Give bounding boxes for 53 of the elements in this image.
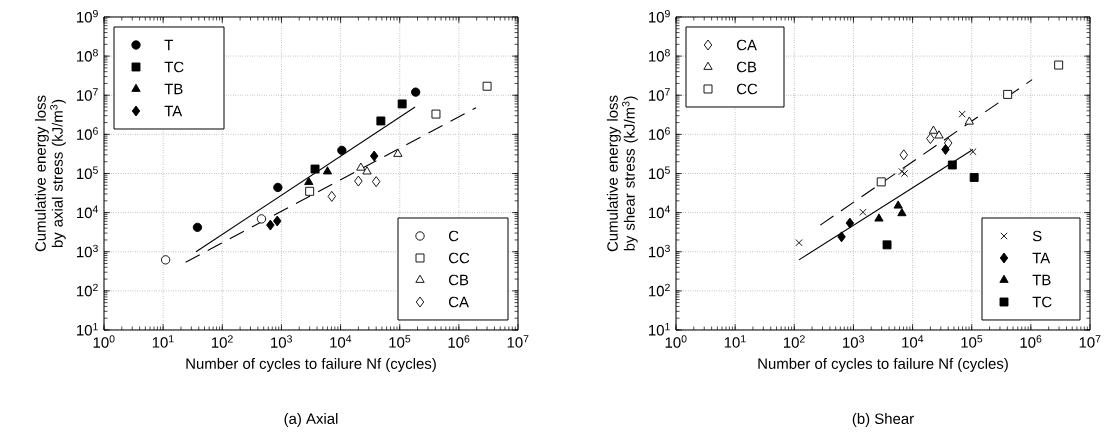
x-tick-label: 10$^{5}$ (389, 335, 411, 348)
legend-label: CC (448, 252, 470, 264)
text: (a) Axial (284, 413, 338, 427)
y-tick-label: 10$^{6}$ (77, 127, 98, 140)
legend-label: TC (164, 61, 184, 73)
y-tick-label: 10$^{3}$ (77, 244, 98, 258)
y-tick-label: 10$^{4}$ (649, 205, 671, 219)
x-tick-label: 10$^{6}$ (1020, 335, 1042, 348)
y-tick-label: 10$^{7}$ (649, 88, 670, 101)
legend-label: CB (448, 274, 469, 286)
y-tick-label: 10$^{8}$ (77, 49, 98, 62)
y-tick-label: 10$^{9}$ (77, 9, 98, 23)
x-axis-title: Number of cycles to failure Nf (cycles) (186, 357, 436, 372)
x-tick-label: 10$^{3}$ (843, 335, 864, 348)
text: (b) Shear (852, 413, 914, 427)
x-tick-label: 10$^{5}$ (961, 335, 983, 348)
x-tick-label: 10$^{3}$ (271, 335, 292, 348)
legend-label: TB (1032, 274, 1051, 286)
y-tick-label: 10$^{2}$ (649, 283, 670, 297)
x-tick-label: 10$^{2}$ (211, 335, 233, 348)
legend-label: TA (1032, 252, 1051, 264)
x-tick-label: 10$^{0}$ (93, 335, 115, 348)
y-tick-label: 10$^{5}$ (77, 166, 98, 180)
y-tick-label: 10$^{7}$ (77, 88, 98, 101)
x-tick-label: 10$^{7}$ (1079, 335, 1101, 348)
legend-label: TA (164, 105, 183, 117)
legend-label: C (448, 230, 459, 242)
legend-label: CB (736, 61, 757, 73)
legend-label: TB (164, 83, 183, 95)
y-tick-label: 10$^{8}$ (649, 49, 670, 62)
y-tick-label: 10$^{2}$ (77, 283, 98, 297)
y-tick-label: 10$^{4}$ (77, 205, 99, 219)
y-tick-label: 10$^{3}$ (649, 244, 670, 258)
y-tick-label: 10$^{1}$ (649, 322, 670, 336)
y-tick-label: 10$^{5}$ (649, 166, 670, 180)
y-tick-label: 10$^{6}$ (649, 127, 670, 140)
x-tick-label: 10$^{4}$ (902, 335, 924, 348)
legend-label: TC (1032, 296, 1052, 308)
x-tick-label: 10$^{7}$ (507, 335, 529, 348)
legend-label: CC (736, 83, 758, 95)
legend-label: CA (736, 39, 757, 51)
x-tick-label: 10$^{4}$ (330, 335, 352, 348)
x-tick-label: 10$^{2}$ (783, 335, 805, 348)
legend-label: T (164, 39, 173, 51)
x-tick-label: 10$^{1}$ (152, 335, 174, 348)
legend-label: S (1032, 230, 1042, 242)
x-tick-label: 10$^{6}$ (448, 335, 470, 348)
x-tick-label: 10$^{1}$ (724, 335, 746, 348)
x-axis-title: Number of cycles to failure Nf (cycles) (758, 357, 1008, 372)
y-tick-label: 10$^{1}$ (77, 322, 98, 336)
y-tick-label: 10$^{9}$ (649, 9, 670, 23)
x-tick-label: 10$^{0}$ (665, 335, 687, 348)
legend-label: CA (448, 296, 469, 308)
